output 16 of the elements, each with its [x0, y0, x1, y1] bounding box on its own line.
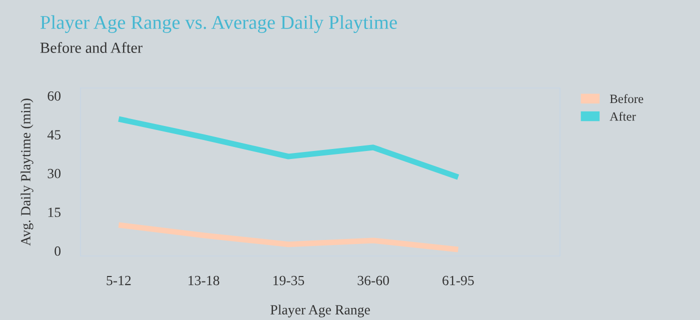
- x-tick-label: 5-12: [106, 276, 131, 286]
- x-tick-label: 61-95: [442, 276, 474, 286]
- y-tick-label: 60: [48, 91, 61, 101]
- y-tick-label: 30: [48, 168, 61, 178]
- x-tick-label: 13-18: [188, 276, 220, 286]
- y-tick-label: 15: [48, 208, 61, 218]
- chart-subtitle: Before and After: [40, 42, 142, 53]
- y-tick-label: 0: [54, 246, 61, 256]
- y-tick-label: 45: [47, 130, 61, 140]
- y-axis-title: Avg. Daily Playtime (min): [20, 98, 34, 246]
- legend-label: Before: [610, 94, 644, 104]
- x-axis-title: Player Age Range: [270, 304, 370, 318]
- x-tick-label: 36-60: [358, 276, 389, 286]
- legend-label: After: [610, 112, 636, 121]
- x-tick-label: 19-35: [273, 276, 304, 286]
- chart-title: Player Age Range vs. Average Daily Playtime: [40, 15, 397, 33]
